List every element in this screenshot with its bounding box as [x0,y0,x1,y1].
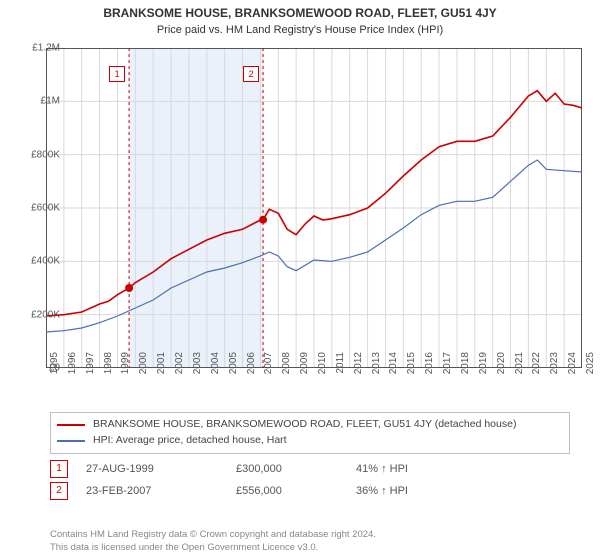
x-tick-label: 2002 [174,352,185,392]
chart-subtitle: Price paid vs. HM Land Registry's House … [0,20,600,40]
legend-label: BRANKSOME HOUSE, BRANKSOMEWOOD ROAD, FLE… [93,417,516,433]
x-tick-label: 2021 [514,352,525,392]
x-tick-label: 2010 [317,352,328,392]
x-tick-label: 2022 [531,352,542,392]
chart-container: BRANKSOME HOUSE, BRANKSOMEWOOD ROAD, FLE… [0,0,600,560]
footnote-line-2: This data is licensed under the Open Gov… [50,542,376,554]
x-tick-label: 2011 [335,352,346,392]
marker-date: 23-FEB-2007 [86,485,236,497]
x-tick-label: 2006 [246,352,257,392]
marker-table-row: 2 23-FEB-2007£556,00036% ↑ HPI [50,480,570,502]
y-tick-label: £1M [20,96,60,107]
marker-date: 27-AUG-1999 [86,463,236,475]
x-tick-label: 2023 [549,352,560,392]
x-tick-label: 1999 [120,352,131,392]
legend-item: HPI: Average price, detached house, Hart [57,433,563,449]
marker-delta: 36% ↑ HPI [356,485,436,497]
legend-item: BRANKSOME HOUSE, BRANKSOMEWOOD ROAD, FLE… [57,417,563,433]
x-tick-label: 2001 [156,352,167,392]
x-tick-label: 2008 [281,352,292,392]
marker-id-box: 1 [50,460,68,478]
x-tick-label: 1997 [85,352,96,392]
marker-float-box: 1 [109,66,125,82]
x-tick-label: 2007 [263,352,274,392]
x-tick-label: 2017 [442,352,453,392]
marker-id-box: 2 [50,482,68,500]
y-tick-label: £1.2M [20,43,60,54]
chart-plot-area [46,48,582,368]
footnote: Contains HM Land Registry data © Crown c… [50,529,376,554]
x-tick-label: 2009 [299,352,310,392]
x-tick-label: 2016 [424,352,435,392]
x-tick-label: 2019 [478,352,489,392]
x-tick-label: 1998 [103,352,114,392]
x-tick-label: 2014 [388,352,399,392]
x-tick-label: 2015 [406,352,417,392]
x-tick-label: 2005 [228,352,239,392]
marker-table-row: 1 27-AUG-1999£300,00041% ↑ HPI [50,458,570,480]
x-tick-label: 2012 [353,352,364,392]
markers-table: 1 27-AUG-1999£300,00041% ↑ HPI 2 23-FEB-200… [50,458,570,502]
chart-svg [46,48,582,368]
x-tick-label: 2024 [567,352,578,392]
legend-swatch [57,424,85,426]
y-tick-label: £600K [20,203,60,214]
x-tick-label: 2003 [192,352,203,392]
x-tick-label: 1996 [67,352,78,392]
marker-delta: 41% ↑ HPI [356,463,436,475]
y-tick-label: £400K [20,256,60,267]
marker-float-box: 2 [243,66,259,82]
x-tick-label: 1995 [49,352,60,392]
legend-label: HPI: Average price, detached house, Hart [93,433,287,449]
x-tick-label: 2018 [460,352,471,392]
y-tick-label: £200K [20,309,60,320]
footnote-line-1: Contains HM Land Registry data © Crown c… [50,529,376,541]
x-tick-label: 2004 [210,352,221,392]
x-tick-label: 2020 [496,352,507,392]
legend: BRANKSOME HOUSE, BRANKSOMEWOOD ROAD, FLE… [50,412,570,454]
y-tick-label: £800K [20,149,60,160]
chart-title: BRANKSOME HOUSE, BRANKSOMEWOOD ROAD, FLE… [0,0,600,20]
x-tick-label: 2013 [371,352,382,392]
legend-swatch [57,440,85,442]
marker-price: £300,000 [236,463,356,475]
x-tick-label: 2000 [138,352,149,392]
marker-price: £556,000 [236,485,356,497]
x-tick-label: 2025 [585,352,596,392]
